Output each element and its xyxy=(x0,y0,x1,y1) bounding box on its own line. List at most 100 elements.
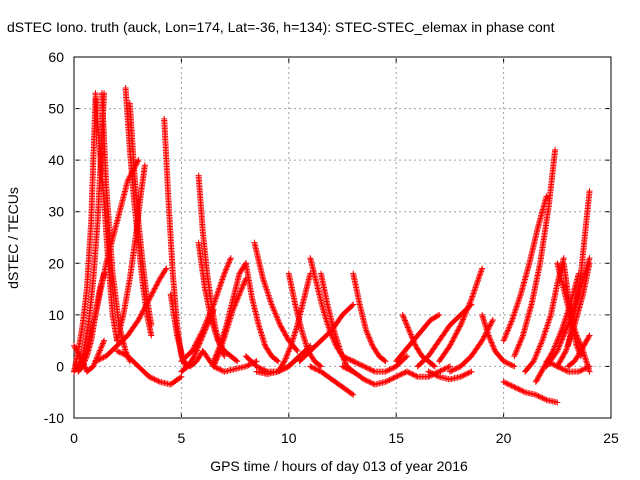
data-point xyxy=(511,351,518,358)
data-point xyxy=(151,376,158,383)
data-point xyxy=(202,320,209,327)
data-point xyxy=(506,322,513,329)
data-point xyxy=(479,337,486,344)
data-point xyxy=(95,350,102,357)
data-point xyxy=(281,329,288,336)
series-52 xyxy=(565,332,593,370)
data-point xyxy=(94,353,101,360)
y-tick-label: 30 xyxy=(48,204,64,220)
data-point xyxy=(154,377,161,384)
data-point xyxy=(236,289,243,296)
data-point xyxy=(264,287,271,294)
data-point xyxy=(274,316,281,323)
data-point xyxy=(585,335,592,342)
data-point xyxy=(541,330,548,337)
data-point xyxy=(339,352,346,359)
data-point xyxy=(356,361,363,368)
data-point xyxy=(312,366,319,373)
data-point xyxy=(503,330,510,337)
data-point xyxy=(264,289,271,296)
data-point xyxy=(541,331,548,338)
data-point xyxy=(517,338,524,345)
data-point xyxy=(406,369,413,376)
data-point xyxy=(463,309,470,316)
y-axis-label: dSTEC / TECUs xyxy=(5,187,21,289)
data-point xyxy=(508,318,515,325)
y-tick-label: 10 xyxy=(48,307,64,323)
data-point xyxy=(283,354,290,361)
data-point xyxy=(452,366,459,373)
data-point xyxy=(382,358,389,365)
x-tick-label: 10 xyxy=(281,430,297,446)
data-point xyxy=(461,371,468,378)
data-point xyxy=(438,367,445,374)
data-point xyxy=(533,350,540,357)
data-point xyxy=(428,369,435,376)
data-point xyxy=(538,394,545,401)
x-axis-label: GPS time / hours of day 013 of year 2016 xyxy=(210,458,468,474)
data-point xyxy=(583,337,590,344)
series-39 xyxy=(436,265,486,365)
data-point xyxy=(425,373,432,380)
data-point xyxy=(338,350,345,357)
data-point xyxy=(431,363,438,370)
data-point xyxy=(547,313,554,320)
data-point xyxy=(346,356,353,363)
data-point xyxy=(561,350,568,357)
data-point xyxy=(257,365,264,372)
data-point xyxy=(441,366,448,373)
data-point xyxy=(80,354,87,361)
data-point xyxy=(154,281,161,288)
data-point xyxy=(351,358,358,365)
data-point xyxy=(241,279,248,286)
data-point xyxy=(350,391,357,398)
data-point xyxy=(344,366,351,373)
data-point xyxy=(344,355,351,362)
series-38 xyxy=(425,368,475,383)
data-point xyxy=(446,368,453,375)
data-point xyxy=(515,297,522,304)
data-point xyxy=(307,363,314,370)
data-point xyxy=(512,306,519,313)
data-point xyxy=(245,362,252,369)
data-point xyxy=(136,314,143,321)
data-point xyxy=(518,336,525,343)
data-point xyxy=(560,255,567,262)
data-point xyxy=(403,321,410,328)
data-point xyxy=(201,324,208,331)
data-point xyxy=(363,328,370,335)
data-point xyxy=(546,314,553,321)
data-point xyxy=(265,290,272,297)
data-point xyxy=(562,327,569,334)
series-41 xyxy=(479,311,518,370)
data-point xyxy=(119,350,126,357)
data-point xyxy=(449,337,456,344)
data-point xyxy=(457,373,464,380)
data-point xyxy=(389,375,396,382)
data-point xyxy=(471,287,478,294)
data-point xyxy=(214,365,221,372)
data-point xyxy=(504,380,511,387)
data-point xyxy=(430,362,437,369)
data-point xyxy=(403,320,410,327)
data-point xyxy=(573,342,580,349)
data-point xyxy=(141,162,148,169)
data-point xyxy=(337,347,344,354)
data-point xyxy=(577,347,584,354)
data-point xyxy=(508,382,515,389)
data-point xyxy=(465,303,472,310)
data-point xyxy=(559,336,566,343)
data-point xyxy=(363,377,370,384)
data-point xyxy=(99,355,106,362)
data-point xyxy=(358,362,365,369)
data-point xyxy=(340,356,347,363)
data-point xyxy=(234,295,241,302)
data-point xyxy=(507,319,514,326)
data-point xyxy=(148,332,155,339)
data-point xyxy=(513,303,520,310)
data-point xyxy=(138,311,145,318)
data-point xyxy=(192,341,199,348)
data-point xyxy=(535,373,542,380)
data-point xyxy=(543,358,550,365)
data-point xyxy=(538,339,545,346)
